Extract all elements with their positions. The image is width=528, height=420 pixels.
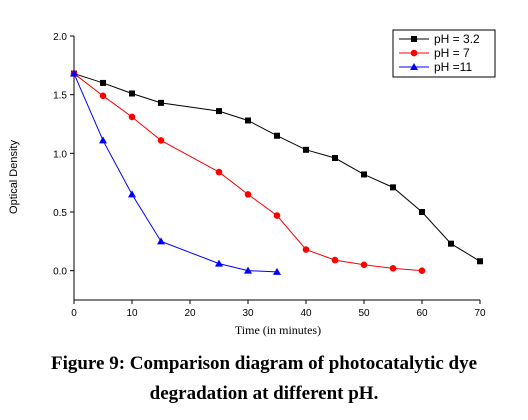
legend-item: pH = 7	[399, 46, 470, 60]
line-chart: 0 10 20 30 40 50 60 70 0.0 0.5 1.0 1.5 2.0 Optical D…	[8, 29, 496, 337]
chart-ticks: 0 10 20 30 40 50 60 70 0.0 0.5 1.0 1.5 2.0	[53, 32, 486, 319]
data-point	[331, 256, 339, 264]
data-point	[128, 190, 136, 198]
series-line	[73, 73, 423, 272]
data-point	[303, 146, 309, 153]
data-point	[244, 191, 252, 198]
data-point	[361, 171, 367, 178]
y-tick-label: 2.0	[53, 32, 67, 43]
series-3	[70, 69, 281, 275]
x-tick-label: 70	[474, 308, 486, 319]
data-point	[274, 132, 280, 139]
y-axis-title: Optical Density	[8, 140, 20, 214]
data-point	[389, 265, 397, 272]
data-point	[390, 184, 396, 191]
series-line	[73, 73, 481, 262]
data-point	[100, 79, 106, 86]
series-1	[71, 70, 483, 265]
y-tick-label: 0.0	[53, 267, 67, 278]
legend-label: pH =11	[434, 60, 472, 74]
x-tick-label: 0	[71, 308, 77, 319]
y-tick-label: 1.0	[53, 149, 67, 160]
data-point	[129, 90, 135, 97]
data-point	[99, 92, 107, 100]
figure-caption-line-1: Figure 9: Comparison diagram of photocat…	[50, 353, 478, 374]
data-point	[158, 99, 164, 106]
data-point	[419, 209, 425, 215]
data-point	[128, 113, 136, 121]
data-point	[332, 155, 338, 162]
data-point	[477, 258, 483, 265]
legend-label: pH = 7	[434, 46, 470, 60]
x-tick-label: 20	[184, 308, 196, 319]
chart-axes	[73, 36, 480, 301]
chart-legend: pH = 3.2pH = 7pH =11	[392, 29, 496, 78]
legend-marker	[410, 63, 418, 70]
legend-marker	[411, 36, 417, 42]
data-point	[273, 212, 281, 219]
data-point	[157, 137, 165, 144]
data-point	[360, 261, 368, 269]
x-tick-label: 60	[416, 308, 428, 319]
series-line	[73, 73, 278, 273]
x-tick-label: 10	[126, 308, 138, 319]
legend-item: pH = 3.2	[399, 32, 480, 46]
data-point	[70, 69, 78, 77]
data-point	[157, 237, 165, 245]
legend-label: pH = 3.2	[434, 32, 480, 46]
data-point	[418, 267, 426, 274]
chart-series	[70, 69, 483, 275]
legend-marker	[410, 49, 418, 57]
data-point	[273, 267, 281, 275]
data-point	[302, 246, 310, 253]
data-point	[215, 259, 223, 267]
x-tick-label: 50	[358, 308, 370, 319]
legend-item: pH =11	[399, 60, 472, 74]
x-tick-label: 40	[300, 308, 312, 319]
x-axis-title: Time (in minutes)	[235, 323, 321, 337]
y-tick-label: 1.5	[53, 91, 67, 102]
y-tick-label: 0.5	[53, 208, 67, 219]
series-2	[70, 70, 426, 274]
data-point	[244, 266, 252, 274]
figure-caption-line-2: degradation at different pH.	[149, 383, 379, 404]
data-point	[245, 117, 251, 124]
data-point	[215, 168, 223, 176]
data-point	[99, 136, 107, 144]
data-point	[216, 108, 222, 115]
x-tick-label: 30	[242, 308, 254, 319]
data-point	[448, 240, 454, 247]
